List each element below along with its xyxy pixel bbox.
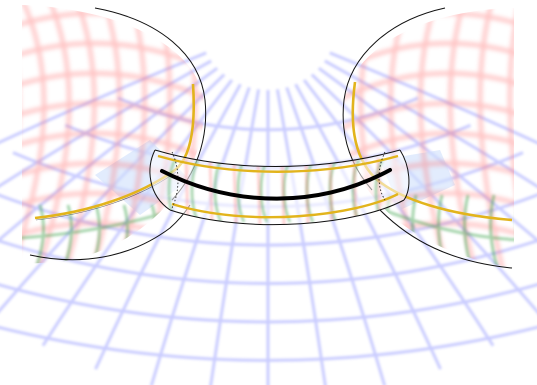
tube-red-line [256, 157, 262, 225]
blue-grid-radial [0, 73, 226, 313]
blue-grid-radial [317, 66, 537, 242]
tube-core-curve [160, 168, 392, 201]
left-sphere-bottom-outline [29, 204, 191, 261]
left-red-meridian [33, 5, 72, 264]
tube-red-lines [184, 157, 382, 225]
tube-top-yellow [157, 154, 399, 173]
right-red-parallel [343, 101, 514, 142]
tube-bottom-yellow [171, 192, 399, 219]
left-green-line [174, 204, 185, 264]
left-red-parallel [22, 71, 204, 112]
blue-grid-radial [294, 83, 442, 370]
tube-top-outline [154, 149, 401, 167]
blue-grid-radial [0, 66, 219, 241]
right-green-line [517, 195, 524, 270]
tube-bottom-outline [169, 199, 405, 226]
right-red-parallel [343, 71, 514, 112]
left-green-line [118, 204, 129, 264]
right-green-line [489, 194, 500, 268]
right-sphere-bottom-outline [379, 209, 513, 269]
tube-red-line [304, 157, 310, 225]
blue-grid-arc [0, 325, 537, 362]
tube-red-line [352, 157, 358, 225]
connecting-tube [149, 149, 410, 226]
blue-grid-arc [0, 239, 537, 285]
tube-red-line [280, 157, 286, 225]
blue-grid-radial [0, 51, 207, 144]
right-sphere-cap [301, 0, 524, 280]
blue-grid-radial [329, 51, 537, 145]
left-red-parallel [22, 101, 204, 142]
tube-left-cap [149, 149, 171, 211]
blue-grid-radial [94, 83, 242, 370]
blue-grid-radial [149, 86, 251, 385]
tube-right-cap [399, 149, 410, 201]
tube-red-line [184, 157, 190, 225]
tube-right-cap-dotted [378, 151, 386, 201]
blue-grid-radial [285, 86, 387, 385]
right-red-meridian [301, 0, 340, 280]
blue-grid-arc [0, 283, 537, 324]
